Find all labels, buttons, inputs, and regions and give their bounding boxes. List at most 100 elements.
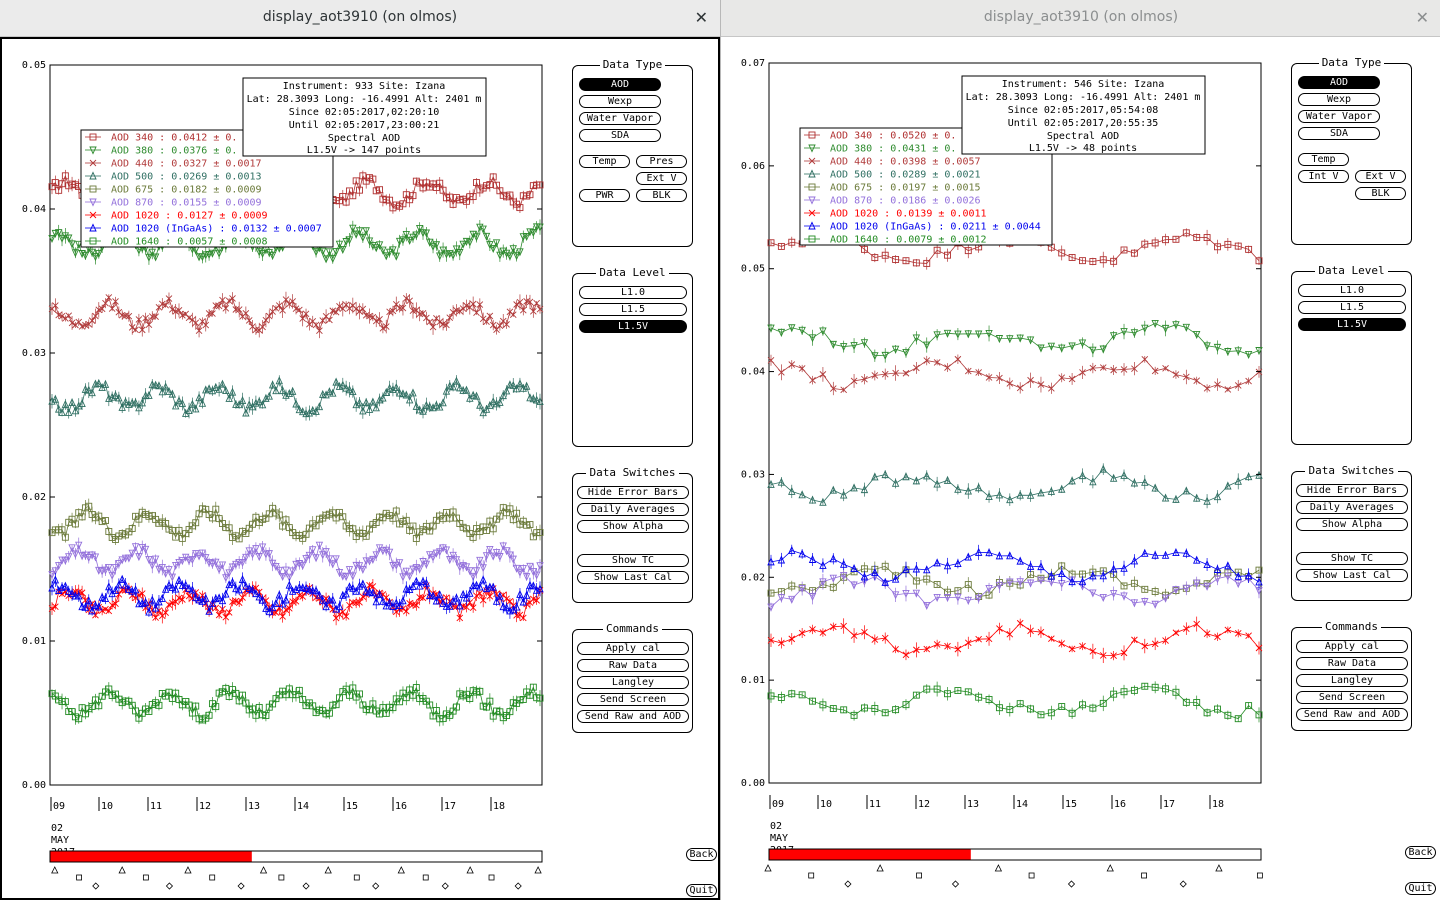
daily-averages-button[interactable]: Daily Averages: [1296, 501, 1408, 514]
time-progress-bar[interactable]: [768, 848, 1262, 861]
back-button[interactable]: Back: [1405, 846, 1436, 859]
data-point: [161, 382, 170, 391]
temp-button[interactable]: Temp: [1298, 153, 1349, 166]
data-point: [1037, 344, 1045, 353]
quit-button[interactable]: Quit: [1405, 882, 1436, 895]
data-point: [215, 611, 223, 619]
data-point: [1162, 236, 1170, 244]
data-point: [135, 403, 143, 412]
data-point: [152, 614, 159, 621]
quit-button[interactable]: Quit: [686, 884, 717, 897]
pwr-button[interactable]: PWR: [579, 189, 630, 202]
data-point: [944, 364, 951, 371]
show-last-cal-button[interactable]: Show Last Cal: [1296, 569, 1408, 582]
sda-button[interactable]: SDA: [579, 129, 661, 142]
data-point: [265, 249, 273, 258]
raw-data-button[interactable]: Raw Data: [1296, 657, 1408, 670]
blk-button[interactable]: BLK: [1355, 187, 1406, 200]
titlebar[interactable]: display_aot3910 (on olmos) ✕: [721, 0, 1440, 37]
series-6: [767, 616, 1263, 664]
data-point: [412, 684, 420, 691]
data-point: [512, 384, 521, 393]
data-point: [1183, 625, 1190, 632]
ext-v-button[interactable]: Ext V: [1355, 170, 1406, 183]
data-point: [145, 253, 153, 262]
series-2: [767, 354, 1263, 396]
wexp-button[interactable]: Wexp: [579, 95, 661, 108]
send-screen-button[interactable]: Send Screen: [1296, 691, 1408, 704]
data-point: [178, 398, 187, 407]
progress-track[interactable]: [768, 848, 1262, 861]
pres-button[interactable]: Pres: [636, 155, 687, 168]
aod-button[interactable]: AOD: [1298, 76, 1380, 89]
show-tc-button[interactable]: Show TC: [1296, 552, 1408, 565]
water-vapor-button[interactable]: Water Vapor: [1298, 110, 1380, 123]
data-point: [362, 312, 370, 319]
back-button[interactable]: Back: [686, 848, 717, 861]
data-point: [78, 398, 86, 407]
data-point: [1151, 600, 1159, 609]
data-point: [519, 597, 527, 606]
raw-data-button[interactable]: Raw Data: [577, 659, 689, 672]
l1-5-button[interactable]: L1.5: [579, 303, 687, 316]
temp-button[interactable]: Temp: [579, 155, 630, 168]
show-alpha-button[interactable]: Show Alpha: [1296, 518, 1408, 531]
hide-error-bars-button[interactable]: Hide Error Bars: [577, 486, 689, 499]
blk-button[interactable]: BLK: [636, 189, 687, 202]
data-point: [506, 708, 514, 716]
langley-button[interactable]: Langley: [1296, 674, 1408, 687]
show-alpha-button[interactable]: Show Alpha: [577, 520, 689, 533]
info-box: Instrument: 546 Site: Izana Lat: 28.3093…: [961, 75, 1206, 155]
close-icon[interactable]: ✕: [694, 8, 708, 27]
hide-error-bars-button[interactable]: Hide Error Bars: [1296, 484, 1408, 497]
data-point: [352, 305, 360, 313]
ext-v-button[interactable]: Ext V: [636, 172, 687, 185]
wexp-button[interactable]: Wexp: [1298, 93, 1380, 106]
l1-0-button[interactable]: L1.0: [579, 286, 687, 299]
data-point: [75, 318, 83, 326]
data-point: [135, 515, 143, 523]
data-point: [275, 511, 283, 519]
data-point: [1099, 345, 1107, 354]
apply-cal-button[interactable]: Apply cal: [1296, 640, 1408, 653]
apply-cal-button[interactable]: Apply cal: [577, 642, 689, 655]
data-point: [278, 599, 287, 608]
data-point: [349, 583, 357, 592]
data-point: [446, 314, 454, 322]
x-tick-label: 13: [967, 799, 979, 810]
data-point: [229, 295, 236, 302]
send-raw-and-aod-button[interactable]: Send Raw and AOD: [1296, 708, 1408, 721]
y-ticks: 0.00 0.01 0.02 0.03 0.04 0.05: [22, 60, 542, 791]
water-vapor-button[interactable]: Water Vapor: [579, 112, 661, 125]
data-point: [372, 317, 380, 325]
data-point: [369, 241, 377, 250]
l1-0-button[interactable]: L1.0: [1298, 284, 1406, 297]
data-point: [48, 396, 56, 405]
y-tick-label: 0.05: [22, 60, 46, 71]
titlebar[interactable]: display_aot3910 (on olmos) ✕: [0, 0, 720, 37]
data-point: [788, 595, 796, 604]
send-screen-button[interactable]: Send Screen: [577, 693, 689, 706]
aod-button[interactable]: AOD: [579, 78, 661, 91]
progress-track[interactable]: [49, 850, 543, 863]
time-progress-bar[interactable]: [49, 850, 543, 863]
data-point: [232, 689, 240, 697]
data-point: [808, 495, 817, 504]
data-point: [1089, 477, 1097, 486]
show-tc-button[interactable]: Show TC: [577, 554, 689, 567]
data-point: [902, 651, 910, 659]
l1-5v-button[interactable]: L1.5V: [1298, 318, 1406, 331]
close-icon[interactable]: ✕: [1415, 8, 1429, 27]
sda-button[interactable]: SDA: [1298, 127, 1380, 140]
data-point: [413, 601, 420, 609]
data-point: [513, 301, 520, 308]
show-last-cal-button[interactable]: Show Last Cal: [577, 571, 689, 584]
langley-button[interactable]: Langley: [577, 676, 689, 689]
data-point: [212, 382, 220, 391]
send-raw-and-aod-button[interactable]: Send Raw and AOD: [577, 710, 689, 723]
l1-5v-button[interactable]: L1.5V: [579, 320, 687, 333]
l1-5-button[interactable]: L1.5: [1298, 301, 1406, 314]
daily-averages-button[interactable]: Daily Averages: [577, 503, 689, 516]
int-v-button[interactable]: Int V: [1298, 170, 1349, 183]
data-point: [499, 602, 507, 611]
